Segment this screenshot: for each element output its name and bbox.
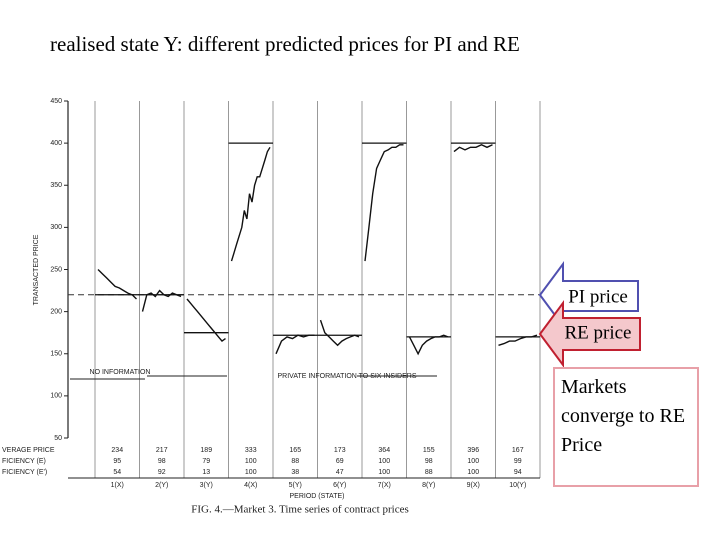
y-tick-label: 350 — [50, 182, 62, 189]
table-cell: 167 — [512, 447, 524, 454]
x-tick-label: 6(Y) — [333, 482, 346, 489]
note-box: Markets converge to RE Price — [553, 367, 699, 487]
table-cell: 88 — [291, 458, 299, 465]
table-cell: 95 — [113, 458, 121, 465]
table-cell: 38 — [291, 469, 299, 476]
table-cell: 100 — [467, 458, 479, 465]
price-series — [453, 144, 493, 153]
y-axis-label: TRANSACTED PRICE — [33, 234, 40, 305]
table-cell: 100 — [245, 469, 257, 476]
y-tick-label: 400 — [50, 140, 62, 147]
table-cell: 396 — [467, 447, 479, 454]
x-tick-label: 9(X) — [467, 482, 480, 489]
table-cell: 165 — [289, 447, 301, 454]
y-tick-label: 300 — [50, 224, 62, 231]
x-tick-label: 3(Y) — [200, 482, 213, 489]
x-tick-label: 5(Y) — [289, 482, 302, 489]
table-cell: 100 — [245, 458, 257, 465]
price-series — [408, 334, 449, 356]
table-row-label: FICIENCY (E) — [2, 458, 46, 465]
callouts: PI price RE price — [538, 260, 641, 369]
table-cell: 54 — [113, 469, 121, 476]
annotation: PRIVATE INFORMATION TO SIX INSIDERS — [278, 373, 417, 380]
y-tick-label: 250 — [50, 266, 62, 273]
y-tick-label: 50 — [54, 435, 62, 442]
price-series — [186, 298, 226, 343]
table-cell: 98 — [425, 458, 433, 465]
y-tick-label: 450 — [50, 98, 62, 105]
y-tick-label: 100 — [50, 393, 62, 400]
table-cell: 13 — [202, 469, 210, 476]
pi-label: PI price — [568, 286, 628, 307]
table-cell: 217 — [156, 447, 168, 454]
table-cell: 79 — [202, 458, 210, 465]
table-cell: 100 — [378, 469, 390, 476]
y-tick-label: 200 — [50, 308, 62, 315]
slide-title: realised state Y: different predicted pr… — [50, 32, 520, 56]
price-series — [498, 334, 538, 346]
x-tick-label: 4(X) — [244, 482, 257, 489]
price-series — [230, 146, 271, 262]
price-series — [275, 334, 315, 355]
price-series — [97, 268, 137, 300]
table-cell: 173 — [334, 447, 346, 454]
table-cell: 155 — [423, 447, 435, 454]
x-tick-label: 10(Y) — [509, 482, 526, 489]
table-cell: 364 — [378, 447, 390, 454]
table-cell: 100 — [378, 458, 390, 465]
table-cell: 92 — [158, 469, 166, 476]
table-cell: 99 — [514, 458, 522, 465]
x-tick-label: 7(X) — [378, 482, 391, 489]
annotation: NO INFORMATION — [90, 369, 151, 376]
x-tick-label: 1(X) — [111, 482, 124, 489]
table-cell: 100 — [467, 469, 479, 476]
table-cell: 333 — [245, 447, 257, 454]
y-tick-label: 150 — [50, 351, 62, 358]
price-series — [141, 289, 182, 312]
price-series — [319, 319, 360, 347]
x-tick-label: 2(Y) — [155, 482, 168, 489]
table-cell: 234 — [111, 447, 123, 454]
caption: FIG. 4.—Market 3. Time series of contrac… — [191, 504, 409, 516]
x-axis-label: PERIOD (STATE) — [290, 493, 345, 500]
table-cell: 98 — [158, 458, 166, 465]
x-tick-label: 8(Y) — [422, 482, 435, 489]
table-cell: 189 — [200, 447, 212, 454]
price-series — [364, 144, 404, 262]
table-cell: 88 — [425, 469, 433, 476]
table-cell: 94 — [514, 469, 522, 476]
re-label: RE price — [564, 322, 631, 343]
table-cell: 69 — [336, 458, 344, 465]
table-cell: 47 — [336, 469, 344, 476]
table-row-label: VERAGE PRICE — [2, 447, 55, 454]
re-arrow — [538, 299, 641, 369]
table-row-label: FICIENCY (E') — [2, 469, 47, 476]
